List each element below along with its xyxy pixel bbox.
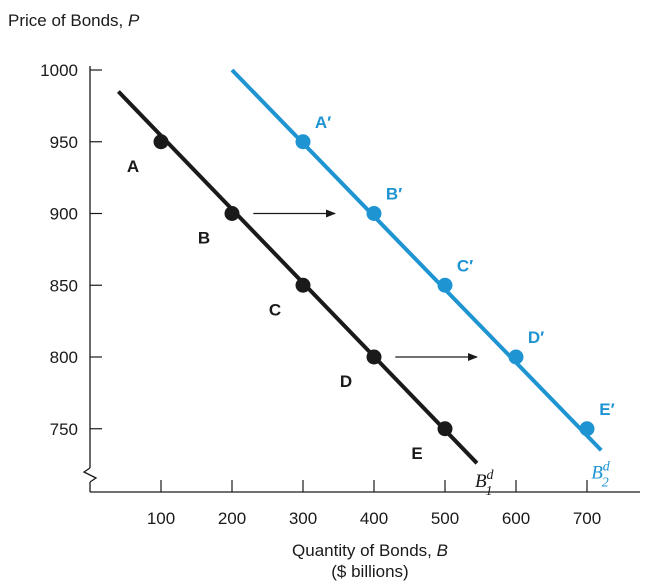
x-tick-label: 100	[147, 509, 175, 528]
axes	[82, 66, 640, 493]
curve-name-main: B	[475, 471, 487, 492]
demand-line	[116, 90, 479, 465]
curve-name-main: B	[591, 462, 603, 483]
data-point	[295, 277, 311, 293]
data-point	[508, 349, 524, 365]
data-point	[437, 421, 453, 437]
x-axis-title: Quantity of Bonds, B	[292, 541, 448, 560]
y-axis-title-var: P	[128, 11, 140, 30]
x-tick-label: 400	[360, 509, 388, 528]
point-label: D	[340, 372, 352, 391]
point-label: B′	[386, 185, 402, 204]
point-label: E	[411, 444, 422, 463]
x-axis-title-units: ($ billions)	[331, 562, 408, 581]
curve-name-label: Bd 1	[475, 468, 495, 499]
x-axis-title-var: B	[437, 541, 448, 560]
x-tick-label: 200	[218, 509, 246, 528]
y-tick-label: 850	[50, 276, 78, 295]
y-tick-label: 800	[50, 348, 78, 367]
y-axis-title: Price of Bonds, P	[8, 11, 140, 30]
x-tick-label: 600	[502, 509, 530, 528]
point-label: B	[198, 229, 210, 248]
y-tick-label: 1000	[40, 61, 78, 80]
shift-arrows	[253, 209, 478, 361]
point-label: A′	[315, 113, 331, 132]
curve-name-label: Bd 2	[591, 459, 611, 490]
y-ticks: 750 800 850 900 950 1000	[40, 61, 102, 439]
x-ticks: 100 200 300 400 500 600 700	[147, 480, 601, 528]
demand-curve-2: A′B′C′D′E′Bd 2	[230, 68, 615, 490]
x-tick-label: 500	[431, 509, 459, 528]
y-axis-title-text: Price of Bonds,	[8, 11, 128, 30]
x-axis-title-text: Quantity of Bonds,	[292, 541, 437, 560]
data-point	[437, 277, 453, 293]
y-tick-label: 750	[50, 420, 78, 439]
data-point	[153, 134, 169, 150]
point-label: C′	[457, 256, 473, 275]
data-point	[224, 206, 240, 221]
data-point	[366, 349, 382, 365]
point-label: E′	[599, 400, 614, 419]
demand-curve-1: A B C D E Bd 1	[116, 90, 495, 499]
x-tick-label: 700	[573, 509, 601, 528]
curve-name-sup: d	[487, 468, 495, 483]
demand-line	[230, 68, 603, 452]
curve-name-sub: 2	[602, 475, 609, 490]
y-tick-label: 900	[50, 205, 78, 224]
y-axis-break	[82, 467, 98, 483]
curve-name-sub: 1	[486, 484, 493, 499]
point-label: A	[127, 157, 139, 176]
curve-name-sup: d	[603, 459, 611, 474]
x-tick-label: 300	[289, 509, 317, 528]
data-point	[366, 206, 382, 221]
data-point	[579, 421, 595, 437]
y-tick-label: 950	[50, 133, 78, 152]
point-label: D′	[528, 328, 544, 347]
data-point	[295, 134, 311, 150]
point-label: C	[269, 300, 281, 319]
